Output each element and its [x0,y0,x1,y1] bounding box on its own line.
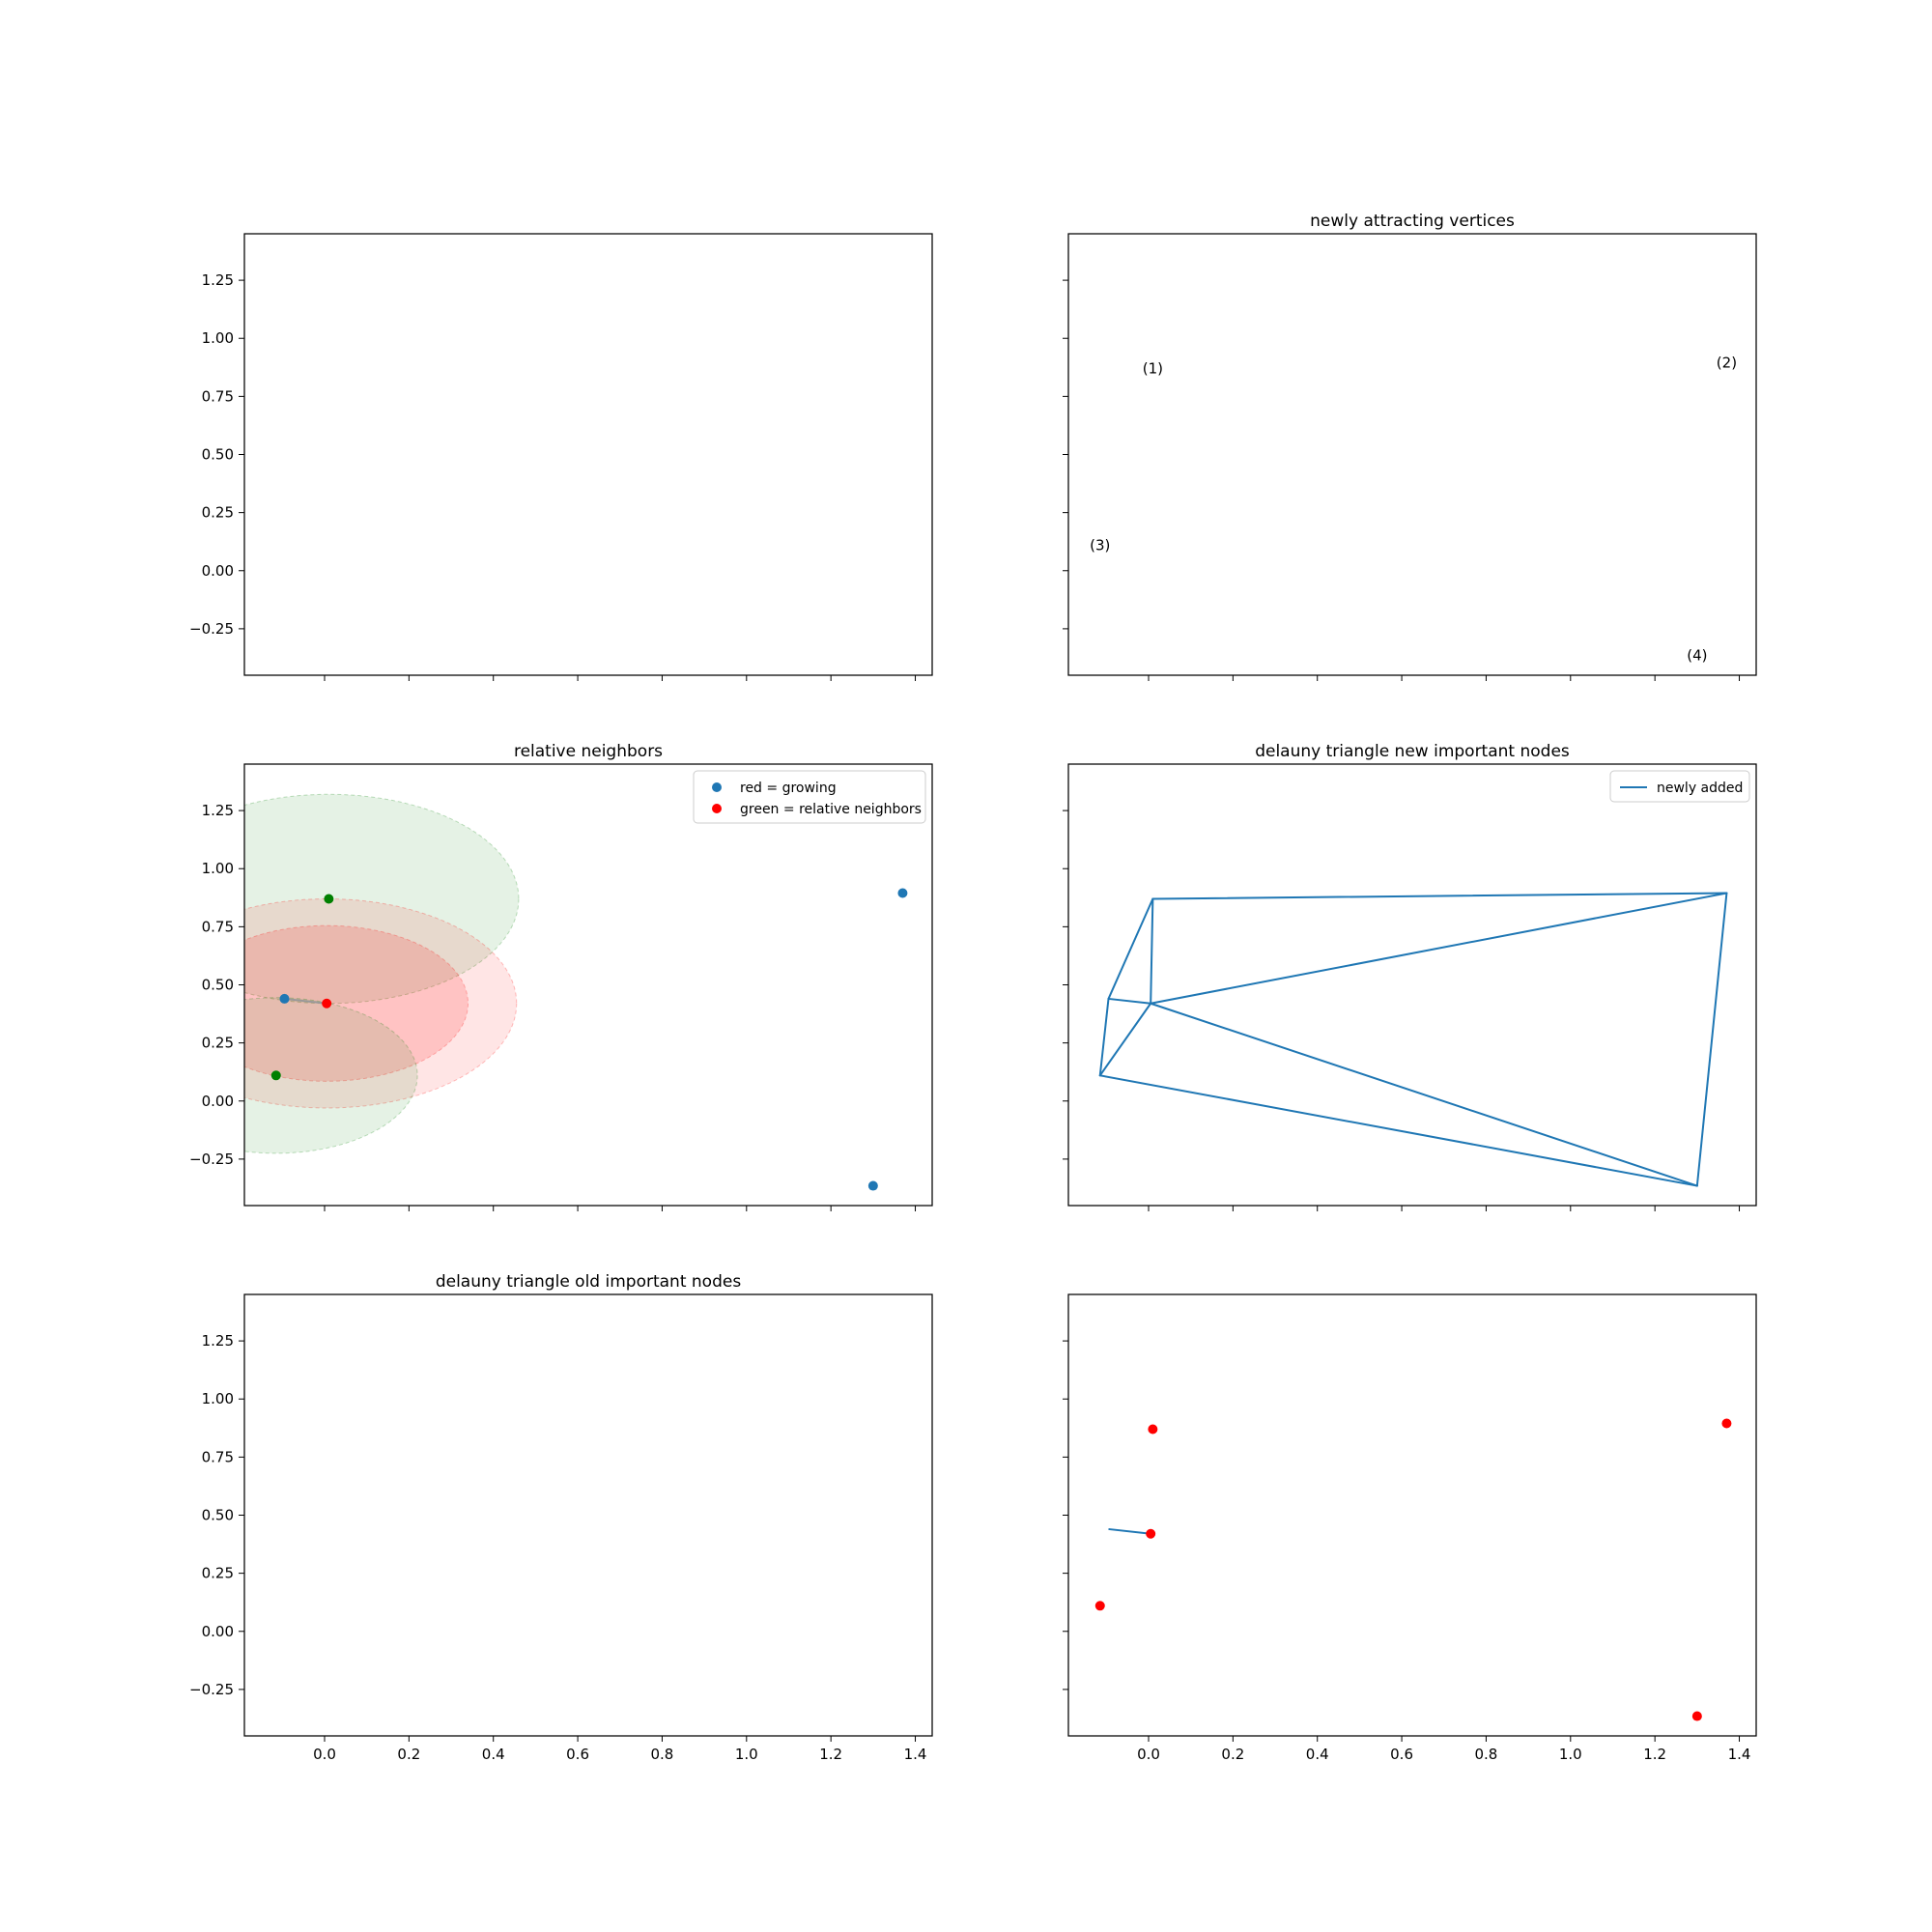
x-tick-label-2: 0.4 [482,1746,505,1763]
x-tick-label-3: 0.6 [1390,1746,1413,1763]
legend-box [693,770,926,824]
data-point-s0-0 [1148,1424,1158,1435]
y-tick-label-0: −0.25 [189,1681,234,1698]
x-tick-label-3: 0.6 [566,1746,589,1763]
y-tick-label-0: −0.25 [189,1151,234,1168]
panel-title: newly attracting vertices [1310,212,1515,231]
point-annotation-2: (3) [1090,536,1110,554]
data-point-s1-0 [322,998,332,1009]
triangulation-edge-0 [1151,892,1728,900]
neighborhood-circle-3 [244,997,418,1154]
data-point-s2-1 [270,1070,281,1081]
data-point-s0-1 [1721,1418,1732,1429]
y-tick-label-4: 0.75 [202,387,234,405]
point-annotation-1: (2) [1717,354,1737,371]
connector-line-0 [284,997,327,1005]
x-tick-label-0: 0.0 [313,1746,336,1763]
x-tick-label-7: 1.4 [1728,1746,1751,1763]
connector-line-0 [1108,1527,1151,1535]
x-tick-label-1: 0.2 [397,1746,420,1763]
legend-box [1609,770,1750,803]
plot-background [1068,1294,1756,1736]
panel-title: delauny triangle new important nodes [1255,742,1570,761]
y-tick-label-5: 1.00 [202,1390,234,1407]
y-tick-label-2: 0.25 [202,504,234,522]
panel-bottom-right: 0.0 0.2 0.4 0.6 0.8 1.0 1.2 1.4 [1063,1293,1757,1763]
y-tick-label-5: 1.00 [202,329,234,347]
plot-area [1098,892,1728,1187]
y-tick-label-6: 1.25 [202,271,234,289]
x-tick-label-7: 1.4 [904,1746,927,1763]
triangulation-edge-4 [1098,997,1110,1077]
triangulation-edge-6 [1150,892,1728,1005]
y-tick-label-3: 0.50 [202,977,234,994]
triangulation-edge-8 [1098,1074,1698,1187]
panel-bottom-left: 0.0 0.2 0.4 0.6 0.8 1.0 1.2 1.4 −0.25 0.00 0.25 0.5… [189,1272,933,1763]
x-tick-label-4: 0.8 [1475,1746,1498,1763]
triangulation-edge-2 [1150,897,1154,1005]
y-tick-label-6: 1.25 [202,1332,234,1350]
plot-area [244,793,908,1191]
triangulation-edge-7 [1150,1002,1698,1187]
neighborhood-circle-2 [244,924,469,1082]
y-tick-label-1: 0.00 [202,562,234,580]
x-tick-label-0: 0.0 [1137,1746,1160,1763]
x-tick-label-5: 1.0 [735,1746,758,1763]
plot-area [1094,1418,1732,1721]
neighborhood-circle-1 [244,898,518,1109]
data-point-s0-4 [1691,1711,1702,1721]
neighborhood-circle-0 [244,793,520,1005]
legend-marker-0 [712,782,722,792]
x-tick-label-6: 1.2 [1643,1746,1666,1763]
data-point-s0-2 [1146,1528,1156,1539]
panel-middle-left: −0.25 0.00 0.25 0.50 0.75 1.00 1.25 relative ne… [189,742,933,1211]
panel-title: relative neighbors [514,742,663,761]
y-tick-label-3: 0.50 [202,1507,234,1524]
triangulation-edge-3 [1107,997,1152,1005]
point-annotation-3: (4) [1687,647,1707,665]
x-tick-label-2: 0.4 [1306,1746,1329,1763]
panel-top-left: −0.25 0.00 0.25 0.50 0.75 1.00 1.25 [189,233,933,681]
y-tick-label-5: 1.00 [202,860,234,877]
plot-background [1068,764,1756,1206]
data-point-s0-3 [1094,1601,1105,1611]
y-tick-label-4: 0.75 [202,1448,234,1465]
x-tick-label-4: 0.8 [651,1746,674,1763]
y-tick-label-2: 0.25 [202,1565,234,1582]
legend-marker-1 [712,804,722,813]
panel-middle-right: delauny triangle new important nodes newl… [1063,742,1757,1211]
x-tick-label-1: 0.2 [1221,1746,1244,1763]
y-tick-label-1: 0.00 [202,1623,234,1640]
panel-title: delauny triangle old important nodes [436,1272,741,1292]
y-tick-label-6: 1.25 [202,802,234,819]
legend-label-1: green = relative neighbors [740,802,922,817]
panel-top-right: (1) (2) (3) (4) newly attracting vertices [1063,212,1757,681]
y-tick-label-0: −0.25 [189,620,234,638]
plot-background [244,1294,932,1736]
plot-background [244,234,932,675]
y-tick-label-1: 0.00 [202,1093,234,1110]
data-point-s0-2 [279,993,290,1004]
y-tick-label-2: 0.25 [202,1035,234,1052]
data-point-s0-1 [867,1180,878,1191]
triangulation-edge-9 [1695,892,1728,1187]
x-tick-label-6: 1.2 [819,1746,842,1763]
data-point-s2-0 [324,894,334,904]
triangulation-edge-5 [1098,1002,1152,1077]
data-point-s0-0 [897,888,908,898]
legend-label-0: newly added [1657,781,1743,796]
x-tick-label-5: 1.0 [1559,1746,1582,1763]
legend-label-0: red = growing [740,781,837,796]
y-tick-label-3: 0.50 [202,446,234,464]
plot-background [244,764,932,1206]
plot-background [1068,234,1756,675]
y-tick-label-4: 0.75 [202,918,234,935]
triangulation-edge-1 [1107,897,1154,1000]
point-annotation-0: (1) [1143,360,1163,378]
